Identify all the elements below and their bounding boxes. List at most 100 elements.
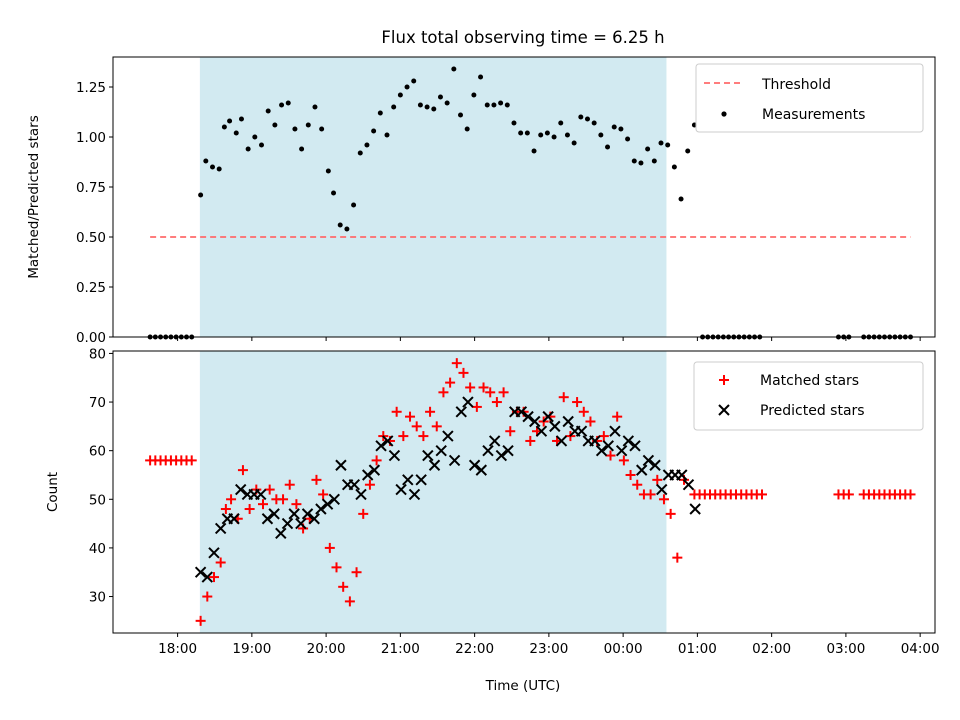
matched-star-point bbox=[291, 499, 302, 510]
predicted-star-point bbox=[228, 513, 240, 525]
matched-star-point bbox=[371, 455, 382, 466]
measurement-point bbox=[312, 104, 318, 110]
bottom-y-tick-label: 30 bbox=[89, 590, 106, 606]
measurement-point bbox=[397, 92, 403, 98]
legend-predicted-label: Predicted stars bbox=[760, 403, 865, 419]
matched-star-point bbox=[478, 382, 489, 393]
measurement-point bbox=[605, 144, 611, 150]
matched-star-point bbox=[338, 581, 349, 592]
predicted-star-point bbox=[348, 478, 361, 491]
bottom-y-tick-label: 50 bbox=[89, 492, 106, 508]
predicted-star-point bbox=[455, 406, 467, 418]
measurement-point bbox=[272, 122, 278, 128]
predicted-star-point bbox=[301, 508, 314, 520]
measurement-point bbox=[331, 190, 337, 196]
x-tick-label: 00:00 bbox=[604, 641, 643, 657]
matched-star-point bbox=[658, 494, 669, 505]
x-axis-label: Time (UTC) bbox=[485, 678, 561, 694]
measurement-point bbox=[265, 108, 271, 114]
predicted-star-point bbox=[676, 469, 688, 481]
matched-star-point bbox=[598, 431, 609, 442]
predicted-star-point bbox=[549, 420, 561, 433]
measurement-point bbox=[631, 158, 637, 164]
matched-star-point bbox=[578, 406, 589, 417]
predicted-star-point bbox=[656, 483, 668, 496]
top-y-tick-label: 0.50 bbox=[76, 230, 106, 246]
top-y-tick-label: 1.00 bbox=[76, 130, 106, 146]
measurement-point bbox=[221, 124, 227, 130]
matched-star-point bbox=[618, 455, 629, 466]
matched-star-point bbox=[665, 508, 676, 519]
measurement-point bbox=[564, 132, 570, 138]
predicted-star-point bbox=[295, 517, 307, 530]
bottom-legend: Matched stars Predicted stars bbox=[693, 361, 924, 431]
matched-star-point bbox=[195, 615, 206, 626]
matched-star-point bbox=[318, 489, 329, 500]
predicted-star-point bbox=[255, 488, 267, 501]
predicted-star-point bbox=[315, 503, 327, 515]
predicted-star-point bbox=[609, 425, 621, 437]
top-y-axis: 0.00 0.25 0.50 0.75 1.00 1.25 bbox=[76, 80, 113, 346]
measurement-point bbox=[538, 132, 544, 138]
legend-predicted-swatch bbox=[718, 404, 730, 416]
matched-star-point bbox=[451, 358, 462, 369]
measurement-point bbox=[618, 126, 624, 132]
predicted-star-point bbox=[495, 449, 508, 462]
measurement-point bbox=[279, 102, 285, 108]
matched-star-point bbox=[572, 397, 583, 408]
legend-measurements-swatch bbox=[721, 111, 727, 117]
measurement-point bbox=[451, 66, 457, 72]
measurement-point bbox=[391, 104, 397, 110]
predicted-star-point bbox=[435, 444, 447, 457]
matched-star-point bbox=[465, 382, 476, 393]
predicted-star-point bbox=[689, 503, 701, 515]
predicted-star-point bbox=[595, 444, 608, 457]
matched-star-point bbox=[398, 431, 409, 442]
predicted-star-point bbox=[261, 513, 274, 525]
bottom-panel: 30 40 50 60 70 80 18:00 19:00 20:00 21:00 22:00 23… bbox=[45, 346, 940, 694]
matched-star-point bbox=[431, 421, 442, 432]
x-tick-label: 20:00 bbox=[307, 641, 346, 657]
predicted-star-point bbox=[589, 435, 601, 447]
matched-star-point bbox=[324, 542, 335, 553]
legend-matched-label: Matched stars bbox=[760, 373, 859, 389]
measurement-point bbox=[511, 120, 517, 126]
top-panel: 0.00 0.25 0.50 0.75 1.00 1.25 Matched/Predict… bbox=[26, 56, 936, 346]
measurement-point bbox=[357, 150, 363, 156]
predicted-star-point bbox=[275, 527, 287, 540]
measurement-point bbox=[210, 164, 216, 170]
measurement-point bbox=[671, 164, 677, 170]
predicted-star-point bbox=[615, 444, 628, 457]
measurement-point bbox=[458, 112, 464, 118]
measurement-point bbox=[658, 140, 664, 146]
measurement-point bbox=[325, 168, 331, 174]
measurement-point bbox=[524, 130, 530, 136]
legend-plus-marker bbox=[719, 375, 729, 385]
measurement-point bbox=[245, 146, 251, 152]
x-tick-label: 18:00 bbox=[158, 641, 197, 657]
predicted-star-point bbox=[268, 508, 280, 520]
legend-x-marker bbox=[718, 404, 730, 416]
measurement-point bbox=[645, 146, 651, 152]
predicted-star-point bbox=[522, 410, 534, 423]
top-y-tick-label: 0.75 bbox=[76, 180, 106, 196]
measurement-point bbox=[292, 126, 298, 132]
predicted-star-point bbox=[555, 435, 568, 447]
bottom-y-axis-label: Count bbox=[45, 472, 61, 512]
measurement-point bbox=[578, 114, 584, 120]
measurement-point bbox=[491, 102, 497, 108]
predicted-star-point bbox=[214, 522, 227, 535]
matched-star-point bbox=[226, 494, 237, 505]
matched-star-point bbox=[558, 392, 569, 403]
matched-star-point bbox=[485, 387, 496, 398]
observing-window-shade-top bbox=[199, 57, 667, 337]
predicted-star-point bbox=[335, 459, 347, 471]
matched-star-point bbox=[672, 552, 683, 563]
predicted-star-point bbox=[308, 513, 320, 525]
matched-star-point bbox=[491, 397, 502, 408]
matched-star-point bbox=[438, 387, 449, 398]
top-y-tick-label: 0.25 bbox=[76, 280, 106, 296]
matched-star-point bbox=[612, 411, 623, 422]
measurement-point bbox=[584, 116, 590, 122]
matched-star-point bbox=[905, 489, 916, 500]
